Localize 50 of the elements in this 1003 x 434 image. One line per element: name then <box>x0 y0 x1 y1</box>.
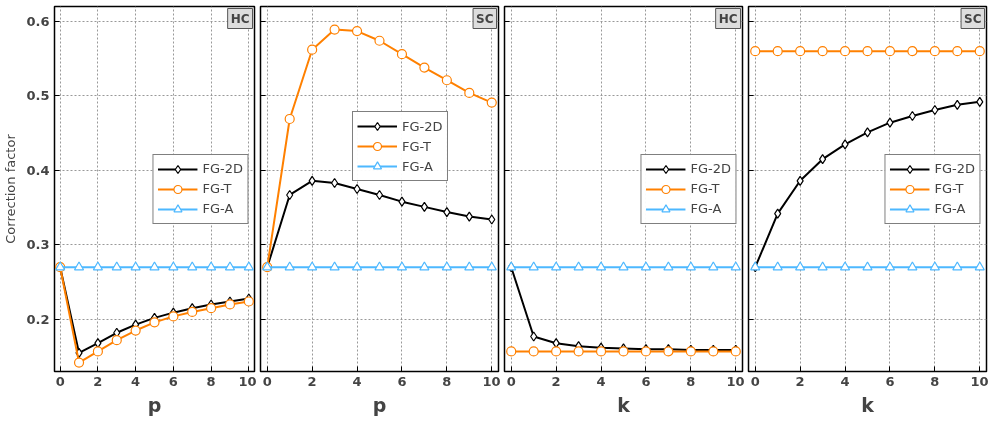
x-axis-title: k <box>617 393 631 416</box>
x-axis-title: k <box>861 393 875 416</box>
y-axis-title: Correction factor <box>3 133 19 244</box>
legend-label: FG-2D <box>202 161 243 176</box>
x-tick-label: 4 <box>596 373 606 389</box>
x-tick-label: 10 <box>238 373 257 389</box>
x-tick-label: 4 <box>131 373 141 389</box>
x-tick-label: 6 <box>168 373 178 389</box>
annotation: HC <box>230 11 250 26</box>
legend-label: FG-A <box>934 201 966 216</box>
y-tick-label: 0.5 <box>26 88 50 104</box>
legend-label: FG-2D <box>690 161 731 176</box>
x-tick-label: 4 <box>840 373 850 389</box>
annotation: SC <box>964 11 982 26</box>
x-tick-label: 6 <box>885 373 895 389</box>
annotation: SC <box>476 11 494 26</box>
legend-label: FG-A <box>202 201 234 216</box>
x-tick-label: 0 <box>506 373 516 389</box>
legend-label: FG-T <box>402 138 431 154</box>
x-tick-label: 10 <box>970 373 989 389</box>
x-tick-label: 8 <box>686 373 696 389</box>
x-tick-label: 0 <box>262 373 272 389</box>
x-tick-label: 6 <box>641 373 651 389</box>
x-tick-label: 8 <box>442 373 452 389</box>
legend-label: FG-A <box>402 158 433 174</box>
x-tick-label: 2 <box>93 373 103 389</box>
x-tick-label: 0 <box>750 373 760 389</box>
x-tick-label: 2 <box>551 373 561 389</box>
x-tick-label: 4 <box>352 373 362 389</box>
y-tick-label: 0.4 <box>26 162 50 178</box>
legend-label: FG-T <box>690 181 720 196</box>
x-tick-label: 10 <box>726 373 745 389</box>
x-tick-label: 6 <box>397 373 407 389</box>
x-tick-label: 2 <box>307 373 317 389</box>
x-tick-label: 10 <box>482 373 501 389</box>
x-axis-title: p <box>147 393 162 416</box>
y-tick-label: 0.3 <box>26 237 50 253</box>
y-tick-label: 0.2 <box>26 311 50 327</box>
x-tick-label: 8 <box>930 373 940 389</box>
x-tick-label: 2 <box>795 373 805 389</box>
legend-label: FG-T <box>202 181 232 196</box>
x-axis-title: p <box>372 393 387 416</box>
x-tick-label: 0 <box>55 373 65 389</box>
annotation: HC <box>718 11 738 26</box>
legend-label: FG-2D <box>402 118 443 134</box>
y-tick-label: 0.6 <box>26 13 50 29</box>
x-tick-label: 8 <box>206 373 216 389</box>
legend-label: FG-2D <box>934 161 975 176</box>
legend-label: FG-A <box>690 201 722 216</box>
legend-label: FG-T <box>934 181 964 196</box>
